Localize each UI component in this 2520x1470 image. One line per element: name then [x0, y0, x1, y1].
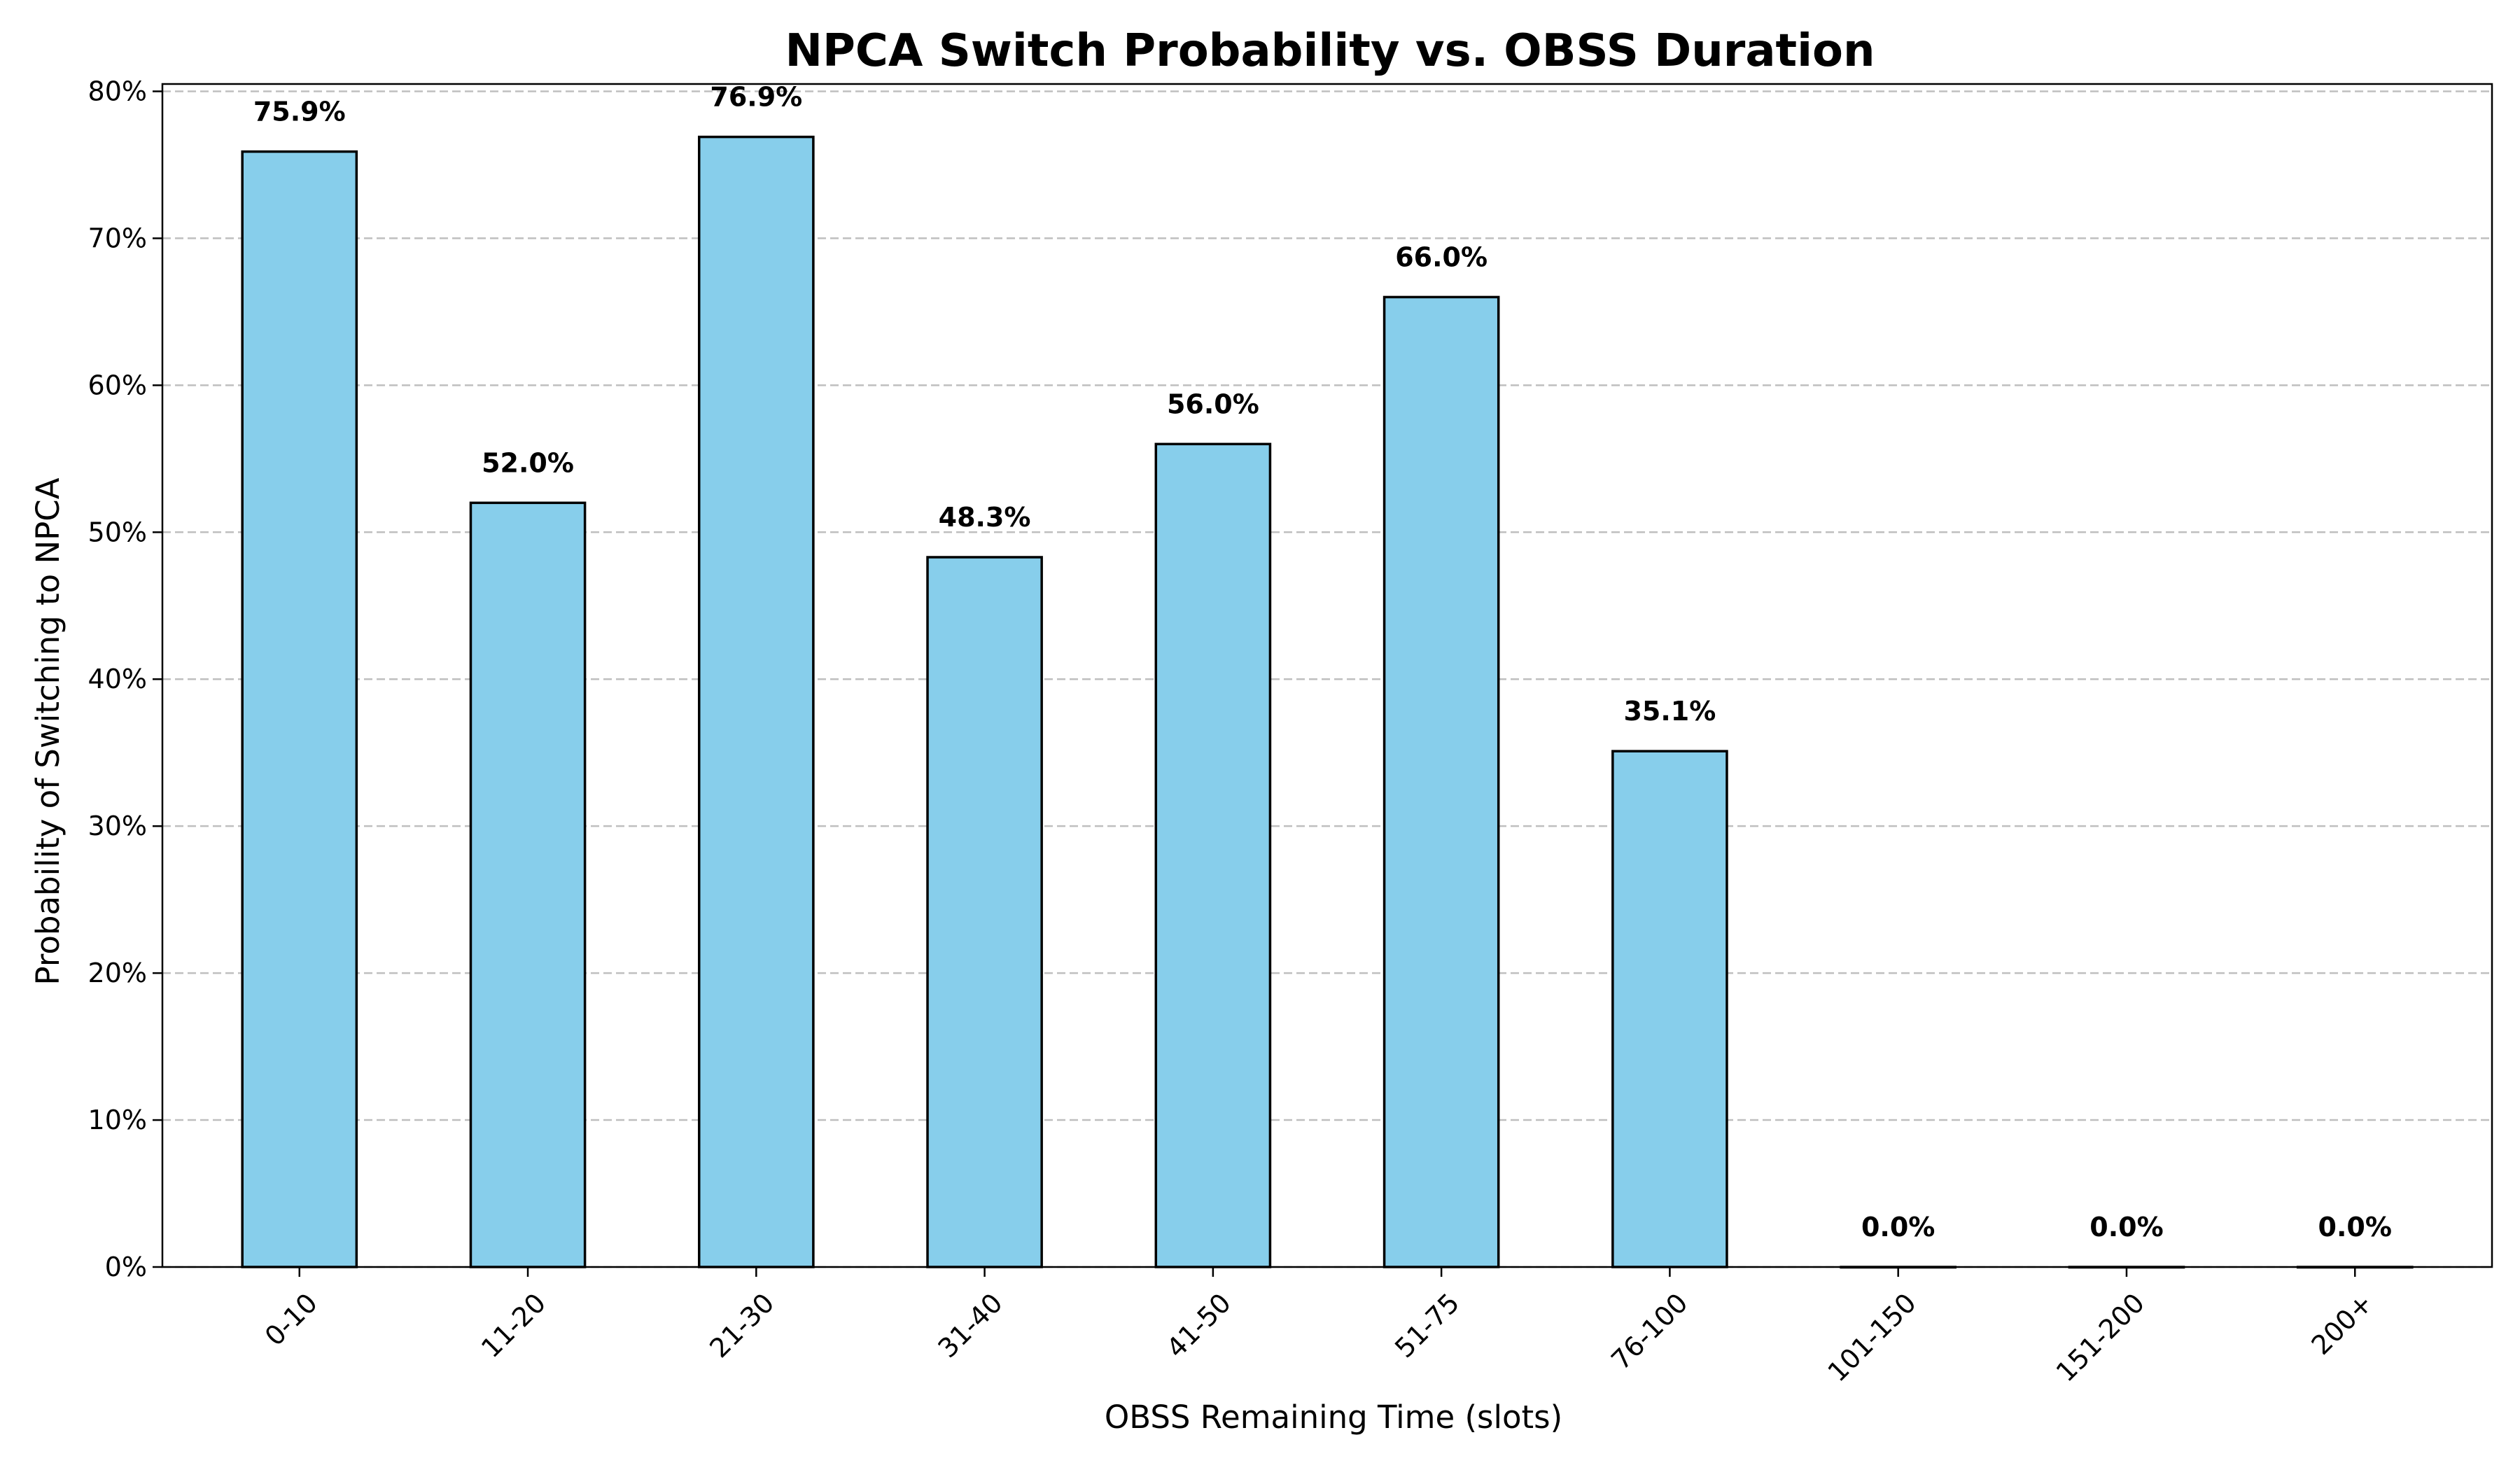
data-label: 0.0% [1861, 1212, 1935, 1242]
y-tick-label: 50% [88, 517, 147, 547]
data-labels: 75.9% 52.0% 76.9% 48.3% 56.0% 66.0% 35.1% 0.0% 0… [253, 82, 2392, 1242]
bar [926, 556, 1043, 1268]
data-label: 76.9% [710, 82, 802, 113]
data-label: 75.9% [253, 97, 346, 127]
x-axis-ticks: 0-10 11-20 21-30 31-40 41-50 51-75 76-100 101-1… [259, 1267, 2379, 1387]
bar [1382, 295, 1500, 1268]
data-label: 35.1% [1623, 696, 1716, 727]
grid-lines [162, 90, 2492, 1268]
x-tick-label: 31-40 [932, 1287, 1009, 1364]
data-label: 0.0% [2090, 1212, 2163, 1242]
data-label: 52.0% [482, 447, 574, 478]
x-tick-label: 76-100 [1605, 1287, 1693, 1376]
y-tick-label: 0% [105, 1252, 147, 1282]
y-tick-label: 40% [88, 664, 147, 694]
y-tick-label: 70% [88, 223, 147, 253]
y-axis-label: Probability of Switching to NPCA [29, 477, 66, 985]
bar [1154, 442, 1272, 1268]
bar [1611, 750, 1728, 1268]
x-tick-label: 151-200 [2050, 1287, 2150, 1387]
x-tick-label: 101-150 [1821, 1287, 1921, 1387]
x-axis-label: OBSS Remaining Time (slots) [1105, 1399, 1562, 1436]
bar [241, 150, 358, 1268]
x-tick-label: 200+ [2305, 1287, 2379, 1361]
x-tick-label: 51-75 [1389, 1287, 1465, 1364]
y-axis-ticks: 0% 10% 20% 30% 40% 50% 60% 70% 80% [88, 76, 162, 1282]
y-tick-label: 30% [88, 811, 147, 841]
data-label: 66.0% [1395, 241, 1488, 272]
bar [697, 135, 815, 1268]
plot-frame [161, 83, 2493, 1268]
data-label: 56.0% [1167, 388, 1259, 419]
y-tick-label: 80% [88, 76, 147, 106]
y-tick-label: 20% [88, 958, 147, 988]
bars [241, 135, 2414, 1269]
x-tick-label: 21-30 [704, 1287, 780, 1364]
y-tick-label: 10% [88, 1105, 147, 1135]
y-tick-label: 60% [88, 370, 147, 400]
chart-title: NPCA Switch Probability vs. OBSS Duratio… [785, 25, 1875, 77]
x-tick-label: 11-20 [475, 1287, 552, 1364]
data-label: 48.3% [939, 502, 1031, 533]
x-tick-label: 41-50 [1161, 1287, 1237, 1364]
bar [469, 501, 587, 1268]
data-label: 0.0% [2318, 1212, 2392, 1242]
x-tick-label: 0-10 [259, 1287, 323, 1352]
